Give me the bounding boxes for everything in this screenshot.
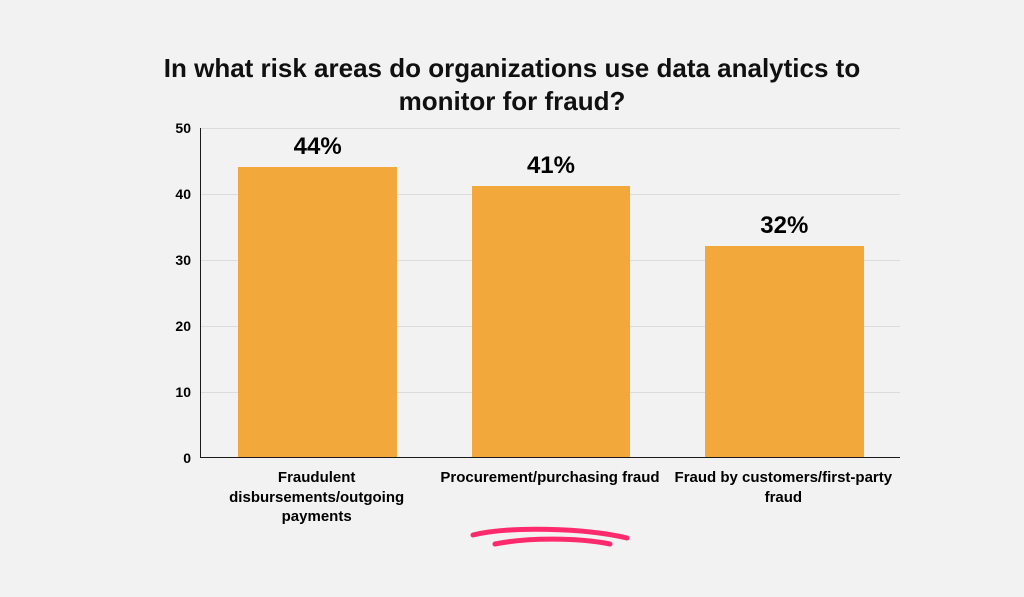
x-category-label: Fraud by customers/first-party fraud (673, 468, 893, 507)
y-tick-label: 20 (175, 318, 191, 334)
bar-value-label: 41% (527, 152, 575, 180)
y-tick-label: 0 (183, 450, 191, 466)
bar: 32% (705, 246, 864, 457)
bar: 44% (238, 167, 397, 457)
y-tick-label: 30 (175, 252, 191, 268)
plot-area: 0102030405044%41%32% (200, 128, 900, 458)
chart-title: In what risk areas do organizations use … (0, 52, 1024, 117)
bar-value-label: 32% (760, 212, 808, 240)
highlight-scribble (465, 526, 635, 548)
bar-value-label: 44% (294, 133, 342, 161)
y-tick-label: 40 (175, 186, 191, 202)
gridline (201, 128, 900, 129)
y-tick-label: 50 (175, 120, 191, 136)
bar: 41% (472, 186, 631, 457)
bar-chart: 0102030405044%41%32% Fraudulent disburse… (150, 128, 900, 558)
y-tick-label: 10 (175, 384, 191, 400)
x-category-label: Fraudulent disbursements/outgoing paymen… (207, 468, 427, 527)
x-category-label: Procurement/purchasing fraud (440, 468, 660, 488)
page: In what risk areas do organizations use … (0, 0, 1024, 597)
